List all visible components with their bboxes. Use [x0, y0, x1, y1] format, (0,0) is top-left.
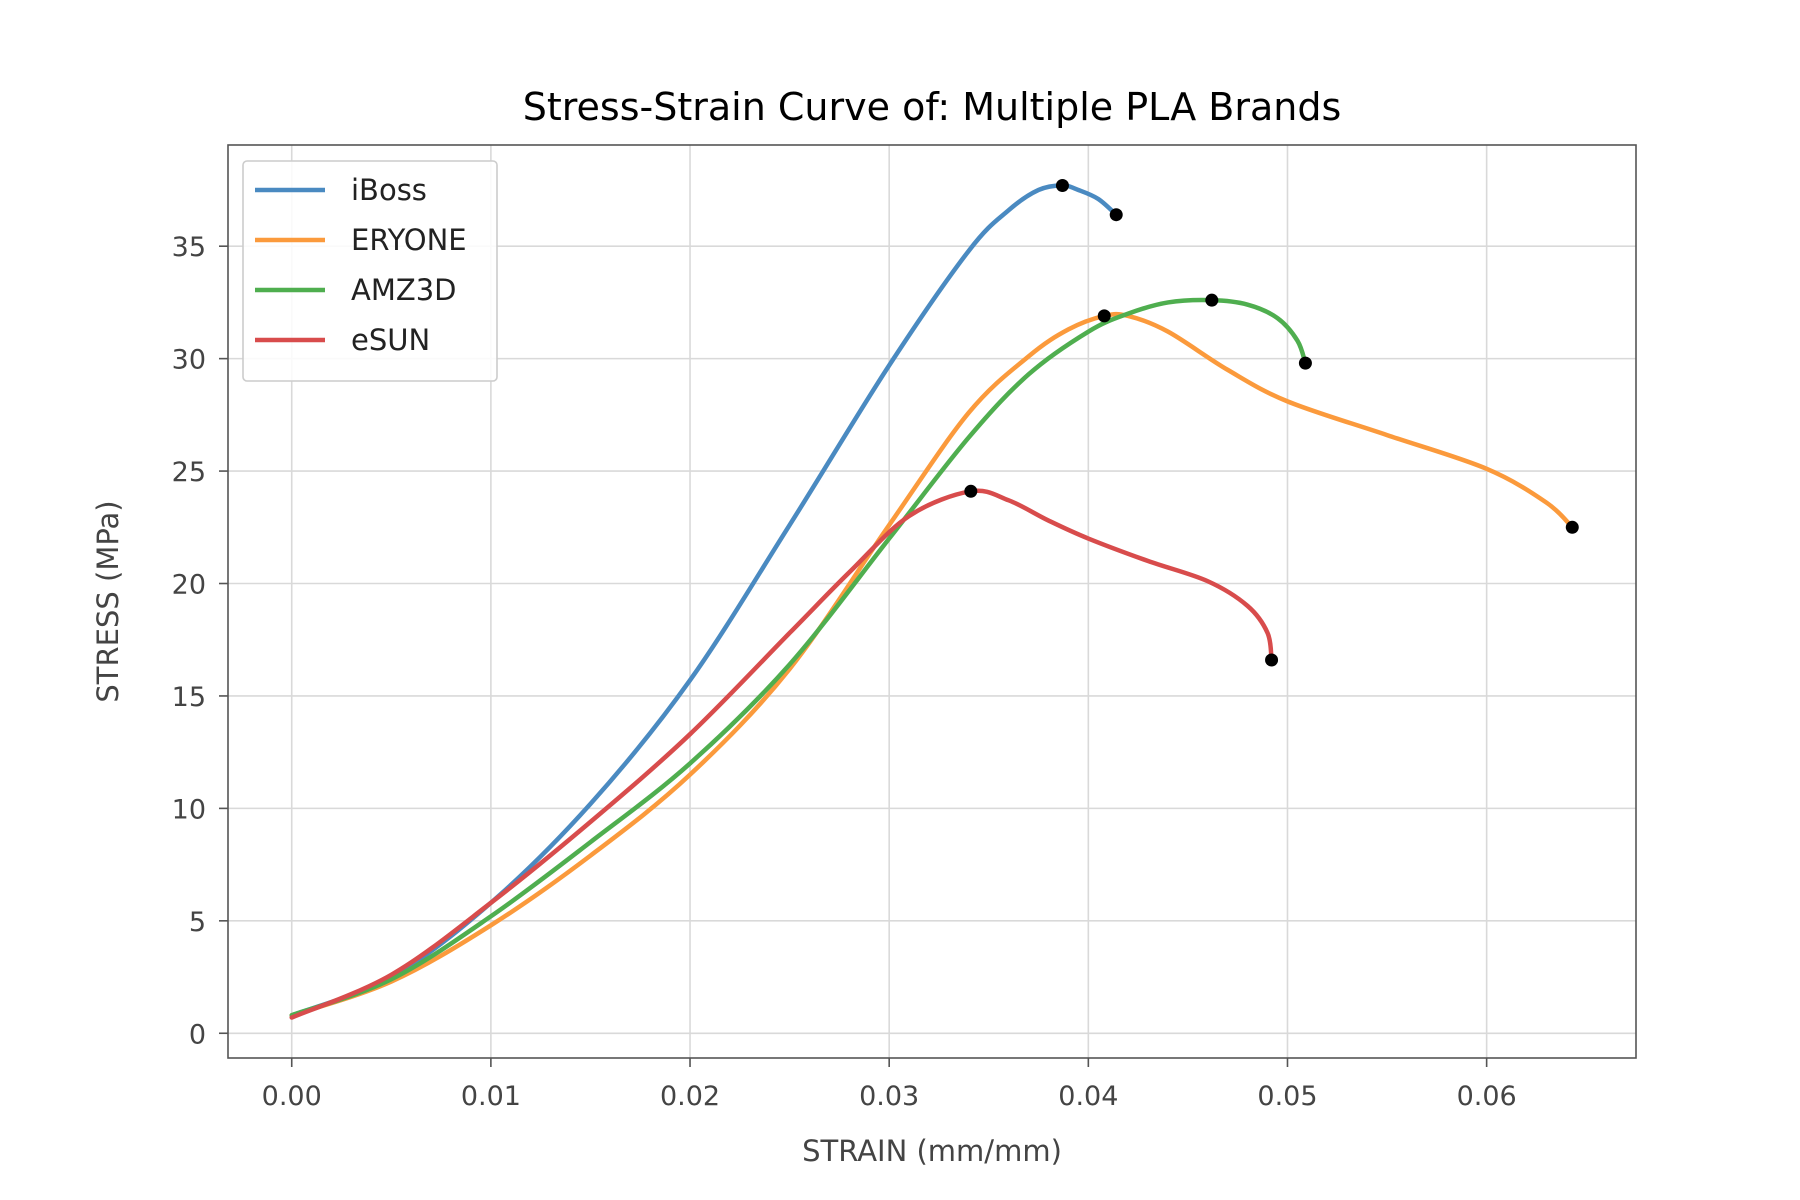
plot-area-frame [227, 144, 1637, 1059]
legend-label-esun: eSUN [351, 323, 430, 357]
grid [228, 145, 1636, 1058]
series-line-amz3d [289, 297, 1308, 1018]
x-axis-title: STRAIN (mm/mm) [802, 1134, 1062, 1168]
chart-title: Stress-Strain Curve of: Multiple PLA Bra… [523, 85, 1342, 129]
y-tick-label: 20 [172, 570, 206, 601]
x-tick-label: 0.00 [262, 1081, 322, 1112]
series-markers [964, 178, 1579, 667]
y-tick-label: 30 [172, 345, 206, 376]
marker-amz3d [1298, 356, 1312, 370]
marker-esun [964, 484, 978, 498]
marker-iboss [1109, 208, 1123, 222]
x-tick-label: 0.03 [859, 1081, 919, 1112]
y-tick-label: 5 [189, 907, 206, 938]
marker-amz3d [1205, 293, 1219, 307]
y-tick-label: 10 [172, 794, 206, 825]
series-line-esun [289, 488, 1274, 1020]
x-tick-label: 0.06 [1457, 1081, 1517, 1112]
y-tick-label: 15 [172, 682, 206, 713]
legend-label-iboss: iBoss [351, 173, 427, 207]
marker-esun [1265, 653, 1279, 667]
y-tick-label: 0 [189, 1019, 206, 1050]
legend-label-amz3d: AMZ3D [351, 273, 457, 307]
legend: iBoss ERYONE AMZ3D eSUN [242, 160, 498, 382]
y-tick-label: 35 [172, 232, 206, 263]
y-axis-title: STRESS (MPa) [91, 500, 125, 702]
x-tick-label: 0.02 [660, 1081, 720, 1112]
y-tick-label: 25 [172, 457, 206, 488]
marker-eryone [1565, 520, 1579, 534]
legend-label-eryone: ERYONE [351, 223, 467, 257]
x-tick-label: 0.01 [461, 1081, 521, 1112]
x-tick-label: 0.04 [1058, 1081, 1118, 1112]
axis-ticks: 0.00 0.01 0.02 0.03 0.04 0.05 0.06 0 5 10 15 20 25 30… [172, 232, 1517, 1112]
legend-box [242, 160, 498, 382]
series-line-eryone [289, 311, 1575, 1018]
x-tick-label: 0.05 [1257, 1081, 1317, 1112]
marker-eryone [1097, 309, 1111, 323]
marker-iboss [1055, 178, 1069, 192]
